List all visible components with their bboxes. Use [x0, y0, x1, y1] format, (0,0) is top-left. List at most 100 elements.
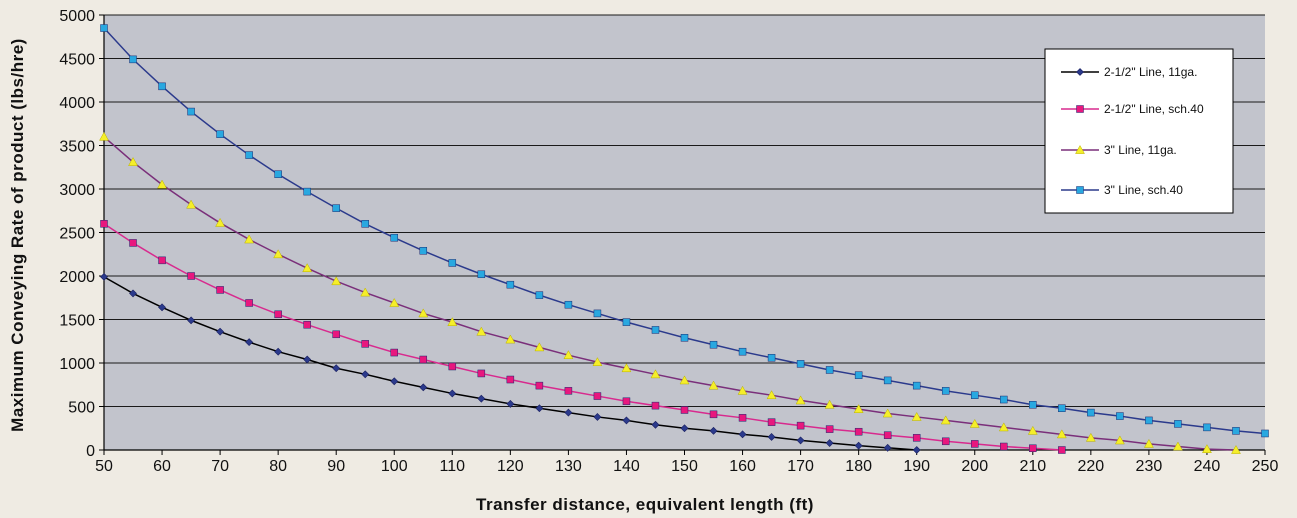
data-point [796, 436, 805, 445]
series-1 [100, 272, 921, 454]
data-point [361, 220, 369, 228]
y-tick-label: 1000 [59, 356, 95, 373]
data-point [1056, 429, 1067, 439]
data-point [187, 272, 195, 280]
legend-item-3: 3" Line, 11ga. [1061, 143, 1177, 157]
data-point [766, 390, 777, 400]
legend-item-2: 2-1/2" Line, sch.40 [1061, 102, 1204, 116]
legend-box [1044, 48, 1234, 214]
x-tick-labels: 50 60 70 80 90 100 110 120 130 140 150 160 170 180 190… [95, 458, 1278, 475]
data-point [796, 360, 805, 368]
x-tick-label: 170 [787, 458, 814, 475]
x-tick-label: 80 [269, 458, 287, 475]
data-point [680, 424, 689, 433]
data-point [534, 342, 545, 352]
data-point [448, 259, 457, 267]
data-point [622, 397, 631, 406]
x-tick-label: 90 [327, 458, 345, 475]
x-tick-label: 100 [381, 458, 408, 475]
data-point [767, 354, 776, 362]
data-point [1174, 420, 1182, 428]
data-point [825, 366, 834, 374]
data-point [477, 270, 486, 279]
series-group [99, 24, 1269, 454]
data-point [1232, 427, 1240, 435]
data-point [651, 420, 660, 429]
data-point [187, 107, 195, 116]
data-point [709, 410, 718, 419]
data-point [1058, 404, 1066, 412]
data-point [1000, 395, 1008, 404]
x-tick-label: 220 [1077, 458, 1104, 475]
data-point [505, 334, 516, 344]
data-point [883, 443, 892, 452]
data-point [767, 433, 776, 441]
data-point [129, 289, 137, 298]
x-tick-label: 150 [671, 458, 698, 475]
data-point [419, 383, 428, 392]
data-point [419, 247, 428, 255]
data-point [1029, 444, 1037, 453]
data-point [129, 55, 137, 64]
data-point [1116, 412, 1124, 420]
data-point [622, 416, 631, 425]
legend-marker [1076, 105, 1084, 113]
data-point [564, 387, 573, 395]
data-point [158, 82, 166, 91]
y-tick-label: 1500 [59, 313, 95, 330]
data-point [361, 370, 370, 379]
x-tick-label: 190 [903, 458, 930, 475]
data-point [273, 249, 284, 259]
x-tick-label: 250 [1252, 458, 1279, 475]
data-point [100, 24, 108, 32]
data-point [998, 422, 1009, 432]
data-point [448, 389, 457, 398]
series-4 [100, 24, 1269, 438]
data-point [854, 441, 863, 450]
data-point [1143, 438, 1154, 448]
data-point [767, 418, 776, 426]
data-point [651, 326, 660, 334]
data-point [100, 220, 108, 228]
legend-item-1: 2-1/2" Line, 11ga. [1061, 65, 1197, 79]
data-point [332, 330, 340, 339]
data-point [186, 199, 196, 209]
data-point [1231, 444, 1241, 454]
data-point [853, 404, 864, 413]
data-point [854, 371, 863, 379]
data-point [390, 348, 398, 357]
data-point [99, 131, 109, 141]
data-point [215, 217, 226, 227]
data-point [216, 286, 224, 294]
data-point [1202, 444, 1212, 453]
legend-marker [1075, 144, 1085, 154]
data-point [709, 426, 718, 435]
data-point [911, 411, 922, 421]
legend-item-4: 3" Line, sch.40 [1061, 183, 1183, 197]
series-line [103, 223, 1062, 451]
x-tick-label: 110 [440, 458, 466, 475]
data-point [941, 387, 950, 395]
x-tick-label: 120 [497, 458, 524, 475]
data-point [448, 362, 457, 371]
series-3 [99, 131, 1241, 454]
legend-label: 3" Line, sch.40 [1104, 183, 1183, 197]
data-point [419, 355, 428, 364]
data-point [679, 375, 690, 385]
data-point [303, 187, 311, 196]
y-tick-label: 5000 [59, 8, 95, 25]
series-line [103, 136, 1236, 451]
legend-label: 3" Line, 11ga. [1104, 143, 1177, 157]
data-point [709, 340, 718, 349]
data-point [1058, 446, 1066, 454]
x-tick-label: 70 [211, 458, 229, 475]
data-point [621, 363, 632, 373]
data-point [971, 440, 979, 448]
data-point [593, 392, 602, 400]
data-point [100, 272, 108, 281]
data-point [1145, 416, 1153, 425]
data-point [563, 350, 574, 360]
data-point [592, 357, 603, 366]
data-point [1029, 401, 1037, 409]
x-tick-label: 60 [153, 458, 171, 475]
